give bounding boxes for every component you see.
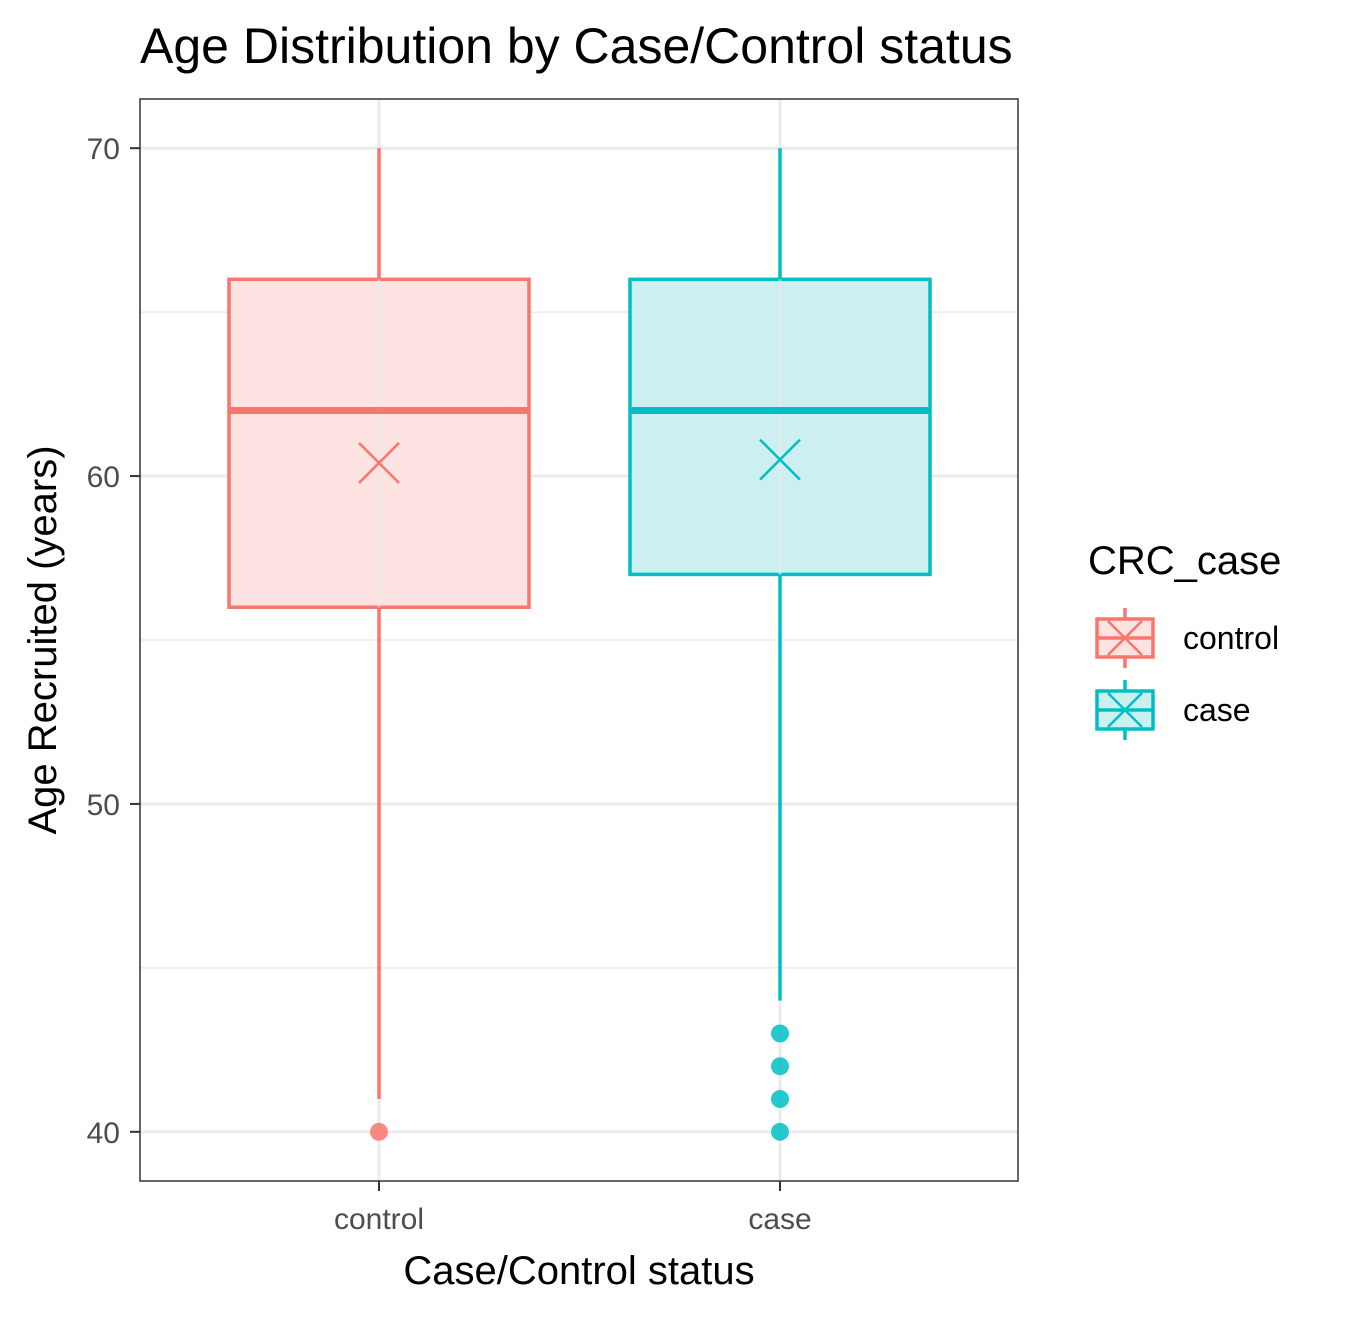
legend-key-mean: [1107, 692, 1143, 728]
outlier-point: [370, 1122, 388, 1141]
y-tick-label: 50: [87, 789, 120, 822]
outlier-point: [771, 1090, 789, 1109]
box-control: [227, 148, 531, 1141]
y-tick-label: 40: [87, 1117, 120, 1150]
panel-border: [139, 98, 1019, 1182]
y-tick-label: 60: [87, 461, 120, 494]
legend-key-mean: [1107, 620, 1143, 656]
legend-label: control: [1183, 620, 1279, 656]
y-tick-label: 70: [87, 133, 120, 166]
outlier-point: [771, 1122, 789, 1141]
box-case: [628, 148, 932, 1141]
outlier-point: [771, 1057, 789, 1076]
plot-area: 40 50 60 70 control case: [87, 98, 1019, 1236]
outlier-point: [771, 1024, 789, 1043]
legend-key-case: [1095, 680, 1155, 740]
mean-marker: [358, 442, 400, 484]
x-tick-label: case: [748, 1203, 811, 1236]
y-axis-title: Age Recruited (years): [21, 445, 65, 834]
mean-marker: [759, 438, 801, 481]
legend-key-control: [1095, 608, 1155, 668]
legend-title: CRC_case: [1088, 539, 1281, 583]
legend: CRC_case control case: [1088, 539, 1281, 740]
chart-title: Age Distribution by Case/Control status: [140, 18, 1013, 74]
x-axis-title: Case/Control status: [403, 1249, 754, 1293]
x-tick-label: control: [334, 1203, 424, 1236]
legend-label: case: [1183, 692, 1251, 728]
